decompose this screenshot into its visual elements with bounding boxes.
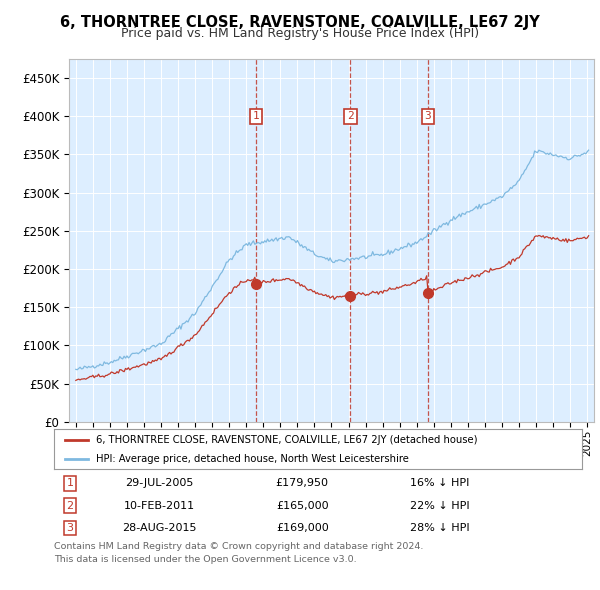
Text: 6, THORNTREE CLOSE, RAVENSTONE, COALVILLE, LE67 2JY: 6, THORNTREE CLOSE, RAVENSTONE, COALVILL… <box>60 15 540 30</box>
Text: 22% ↓ HPI: 22% ↓ HPI <box>410 501 469 510</box>
Text: HPI: Average price, detached house, North West Leicestershire: HPI: Average price, detached house, Nort… <box>96 454 409 464</box>
Text: 2: 2 <box>66 501 73 510</box>
Text: 28% ↓ HPI: 28% ↓ HPI <box>410 523 469 533</box>
Text: 1: 1 <box>67 478 73 488</box>
Text: £165,000: £165,000 <box>276 501 328 510</box>
Text: Price paid vs. HM Land Registry's House Price Index (HPI): Price paid vs. HM Land Registry's House … <box>121 27 479 40</box>
Text: 6, THORNTREE CLOSE, RAVENSTONE, COALVILLE, LE67 2JY (detached house): 6, THORNTREE CLOSE, RAVENSTONE, COALVILL… <box>96 435 478 445</box>
Text: £169,000: £169,000 <box>276 523 329 533</box>
Text: 16% ↓ HPI: 16% ↓ HPI <box>410 478 469 488</box>
Text: £179,950: £179,950 <box>275 478 329 488</box>
Text: 1: 1 <box>253 112 259 122</box>
Text: 29-JUL-2005: 29-JUL-2005 <box>125 478 194 488</box>
Text: 2: 2 <box>347 112 354 122</box>
Text: 3: 3 <box>67 523 73 533</box>
Text: 28-AUG-2015: 28-AUG-2015 <box>122 523 197 533</box>
Text: 3: 3 <box>425 112 431 122</box>
Text: Contains HM Land Registry data © Crown copyright and database right 2024.
This d: Contains HM Land Registry data © Crown c… <box>54 542 424 563</box>
Text: 10-FEB-2011: 10-FEB-2011 <box>124 501 195 510</box>
